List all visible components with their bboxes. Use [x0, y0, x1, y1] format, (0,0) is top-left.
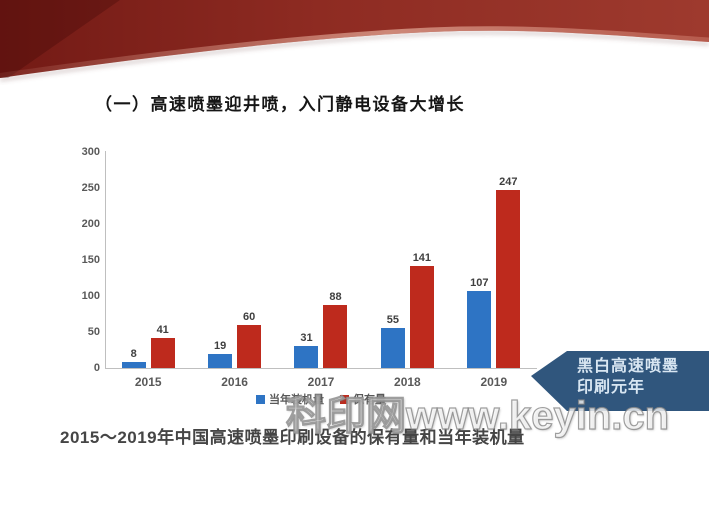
x-axis-tick-label: 2019	[480, 375, 508, 389]
bar-value-label: 8	[130, 348, 137, 361]
bar-保有量-2019	[496, 190, 521, 368]
legend-item: 保有量	[340, 391, 386, 407]
bar-保有量-2016	[237, 324, 262, 368]
bar-保有量-2015	[150, 338, 175, 368]
slide-title: （一）高速喷墨迎井喷，入门静电设备大增长	[95, 95, 465, 114]
bar-value-label: 55	[386, 314, 399, 327]
bar-column: 31	[294, 331, 319, 368]
bar-当年装机量-2019	[467, 290, 492, 368]
legend-label: 保有量	[353, 394, 386, 406]
x-axis-tick-label: 2015	[134, 375, 162, 389]
bar-value-label: 247	[499, 176, 518, 189]
x-axis-line	[105, 368, 537, 369]
legend-swatch	[340, 394, 349, 404]
bar-value-label: 107	[470, 276, 489, 289]
bar-value-label: 41	[156, 324, 169, 337]
bar-value-label: 31	[300, 331, 313, 344]
callout-text: 黑白高速喷墨 印刷元年	[577, 356, 679, 398]
chart-legend: 当年装机量 保有量	[105, 391, 537, 407]
bar-value-label: 19	[213, 340, 227, 353]
y-axis-tick-label: 150	[81, 254, 100, 266]
x-axis-tick-label: 2017	[307, 375, 335, 389]
y-axis-tick-label: 200	[81, 218, 100, 230]
bar-column: 8	[121, 348, 146, 368]
bar-column: 41	[150, 324, 175, 368]
x-axis-tick-label: 2016	[221, 375, 248, 389]
y-axis-tick-label: 50	[87, 326, 100, 338]
callout-line-2: 印刷元年	[577, 379, 646, 396]
x-axis-tick-label: 2018	[394, 375, 421, 389]
chart-caption: 2015～2019年中国高速喷墨印刷设备的保有量和当年装机量	[60, 428, 525, 447]
bar-group-2019: 107 247	[451, 176, 537, 368]
bar-group-2016: 19 60	[191, 311, 277, 368]
bar-column: 55	[380, 314, 405, 368]
callout-line-1: 黑白高速喷墨	[577, 358, 680, 375]
y-axis-line	[105, 151, 106, 369]
bar-value-label: 60	[242, 310, 256, 323]
legend-label: 当年装机量	[269, 394, 324, 406]
bar-group-2015: 8 41	[105, 324, 191, 368]
bar-当年装机量-2016	[208, 354, 233, 368]
callout-banner: 黑白高速喷墨 印刷元年	[531, 348, 709, 412]
bar-column: 141	[409, 252, 434, 368]
bar-chart: 当年装机量 保有量 0 50 100 150 200 250 300 8 41 2015 19 60 20…	[75, 145, 555, 413]
bar-group-2017: 31 88	[278, 291, 364, 368]
bar-column: 247	[496, 176, 521, 368]
y-axis-tick-label: 0	[93, 362, 100, 374]
legend-swatch	[256, 394, 265, 404]
bar-保有量-2017	[323, 304, 348, 368]
bar-column: 107	[467, 276, 492, 368]
y-axis-tick-label: 100	[81, 290, 100, 302]
red-ribbon-decoration	[0, 0, 709, 82]
y-axis-tick-label: 250	[81, 182, 100, 194]
y-axis-tick-label: 300	[81, 146, 100, 158]
bar-column: 88	[323, 290, 348, 368]
left-arrow-shape	[531, 351, 709, 411]
legend-item: 当年装机量	[256, 391, 324, 407]
bar-保有量-2018	[409, 266, 434, 368]
bar-group-2018: 55 141	[364, 252, 450, 368]
bar-value-label: 141	[412, 252, 432, 265]
bar-当年装机量-2017	[294, 345, 319, 368]
bar-column: 19	[208, 340, 233, 368]
bar-value-label: 88	[329, 290, 342, 303]
bar-当年装机量-2018	[380, 328, 405, 368]
bar-当年装机量-2015	[121, 362, 146, 368]
bar-column: 60	[237, 310, 262, 368]
